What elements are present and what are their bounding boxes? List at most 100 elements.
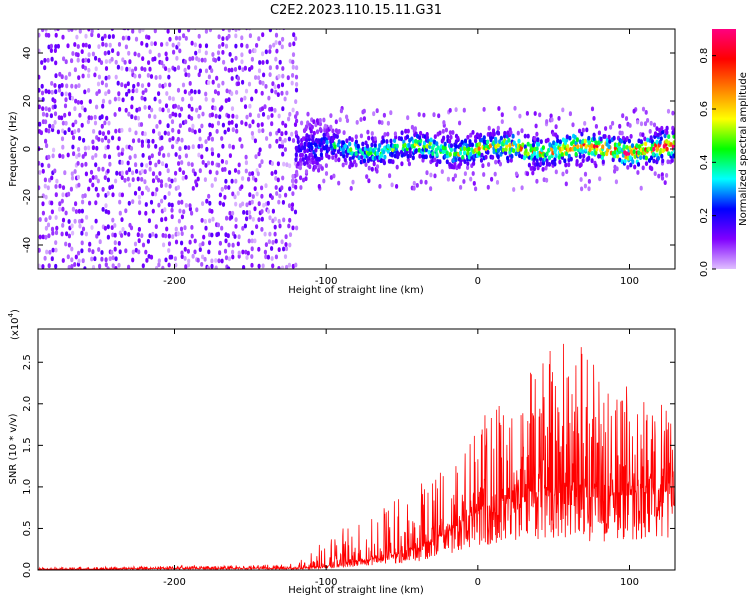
- spectrogram-cell: [198, 68, 202, 74]
- spectrogram-cell: [471, 171, 475, 176]
- spectrogram-cell: [41, 106, 45, 111]
- spectrogram-cell: [91, 182, 95, 188]
- spectrogram-cell: [69, 186, 73, 192]
- spectrogram-cell: [451, 130, 455, 135]
- spectrogram-cell: [393, 131, 397, 137]
- spectrogram-cell: [87, 44, 91, 49]
- spectrogram-cell: [181, 170, 186, 176]
- spectrogram-cell: [467, 146, 471, 152]
- spectrogram-cell: [561, 137, 566, 143]
- spectrogram-cell: [312, 119, 316, 125]
- spectrogram-cell: [280, 90, 284, 96]
- spectrogram-cell: [73, 67, 77, 73]
- spectrogram-cell: [535, 131, 539, 137]
- spectrogram-cell: [38, 160, 41, 166]
- spectrogram-cell: [637, 150, 641, 156]
- snr-line: [38, 343, 675, 570]
- spectrogram-cell: [67, 219, 71, 224]
- spectrogram-x-tick-label: 0: [475, 276, 481, 287]
- spectrogram-cell: [103, 175, 107, 181]
- spectrogram-cell: [322, 139, 326, 145]
- spectrogram-cell: [140, 143, 144, 148]
- spectrogram-cell: [431, 151, 435, 157]
- spectrogram-cell: [158, 171, 162, 176]
- spectrogram-cell: [116, 51, 120, 57]
- spectrogram-cell: [425, 132, 429, 137]
- spectrogram-cell: [534, 123, 538, 129]
- spectrogram-cell: [290, 131, 294, 137]
- spectrogram-cell: [41, 210, 46, 216]
- spectrogram-cell: [250, 230, 254, 236]
- spectrogram-cell: [230, 67, 234, 73]
- spectrogram-cell: [257, 246, 261, 252]
- spectrogram-cell: [107, 34, 111, 40]
- spectrogram-cell: [84, 57, 88, 63]
- spectrogram-cell: [120, 82, 124, 88]
- spectrogram-cell: [227, 33, 231, 39]
- spectrogram-cell: [280, 185, 284, 191]
- spectrogram-cell: [233, 67, 238, 72]
- spectrogram-cell: [281, 200, 285, 205]
- spectrogram-cell: [383, 154, 387, 160]
- spectrogram-cell: [403, 142, 407, 148]
- spectrogram-cell: [622, 144, 626, 149]
- spectrogram-cell: [101, 207, 105, 212]
- spectrogram-cell: [250, 131, 254, 136]
- spectrogram-cell: [184, 264, 188, 269]
- spectrogram-cell: [54, 32, 58, 38]
- spectrogram-cell: [190, 225, 194, 230]
- spectrogram-cell: [147, 218, 151, 224]
- spectrogram-cell: [278, 59, 282, 65]
- spectrogram-cell: [227, 242, 231, 248]
- spectrogram-cell: [656, 132, 660, 138]
- spectrogram-cell: [127, 35, 131, 41]
- spectrogram-cell: [414, 148, 418, 154]
- spectrogram-cell: [180, 240, 184, 246]
- spectrogram-x-label: Height of straight line (km): [288, 285, 424, 296]
- spectrogram-cell: [312, 130, 316, 136]
- snr-x-ticks: -200 -100 0 100: [163, 329, 639, 588]
- spectrogram-cell: [247, 81, 252, 87]
- spectrogram-cell: [47, 107, 51, 112]
- spectrogram-cell: [442, 135, 446, 141]
- spectrogram-cell: [87, 58, 91, 63]
- spectrogram-cell: [136, 115, 140, 121]
- spectrogram-cell: [633, 154, 637, 159]
- spectrogram-cell: [391, 147, 395, 153]
- spectrogram-cell: [113, 232, 117, 238]
- spectrogram-cell: [260, 227, 264, 232]
- spectrogram-cell: [74, 29, 78, 31]
- spectrogram-cell: [527, 162, 532, 168]
- spectrogram-cell: [652, 122, 657, 128]
- spectrogram-cell: [96, 192, 100, 198]
- spectrogram-cell: [78, 112, 82, 118]
- spectrogram-cell: [106, 224, 110, 230]
- spectrogram-cell: [343, 143, 348, 149]
- spectrogram-cell: [264, 242, 268, 248]
- spectrogram-cell: [52, 147, 56, 153]
- spectrogram-cell: [216, 222, 220, 228]
- spectrogram-cell: [545, 158, 549, 164]
- colorbar: 0.00.20.40.60.8 Normalized spectral ampl…: [699, 29, 749, 277]
- spectrogram-cell: [671, 110, 675, 116]
- spectrogram-cell: [348, 141, 352, 147]
- spectrogram-cell: [194, 65, 198, 70]
- spectrogram-cell: [134, 130, 138, 136]
- spectrogram-cell: [205, 198, 209, 204]
- spectrogram-cell: [141, 263, 145, 269]
- spectrogram-cell: [260, 209, 264, 214]
- spectrogram-cell: [190, 88, 194, 94]
- spectrogram-cell: [418, 135, 422, 140]
- spectrogram-cell: [536, 142, 541, 147]
- spectrogram-cell: [138, 210, 142, 216]
- spectrogram-cell: [592, 132, 596, 138]
- spectrogram-cell: [373, 136, 377, 142]
- spectrogram-cell: [157, 177, 161, 183]
- spectrogram-cell: [175, 44, 179, 50]
- spectrogram-cell: [284, 246, 289, 252]
- spectrogram-cell: [257, 128, 261, 134]
- spectrogram-cell: [399, 136, 403, 142]
- spectrogram-cell: [143, 169, 147, 175]
- spectrogram-cell: [41, 168, 45, 174]
